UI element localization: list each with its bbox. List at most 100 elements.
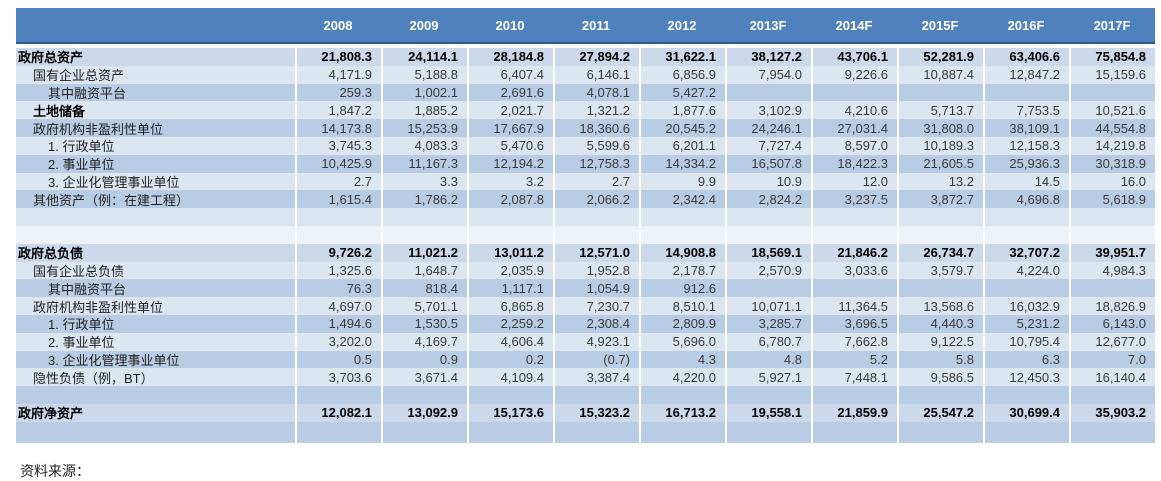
cell-value: 5,618.9 [1069, 190, 1155, 209]
cell-value: 6,856.9 [639, 65, 725, 84]
cell-value: 1,530.5 [381, 314, 467, 333]
table-row [16, 421, 1155, 443]
row-label: 国有企业总负债 [33, 263, 125, 279]
cell-value: 9,586.5 [897, 368, 983, 387]
cell-value: 1,615.4 [295, 190, 381, 209]
cell-value [467, 225, 553, 244]
row-label: 1. 行政单位 [48, 139, 115, 155]
cell-value: 16.0 [1069, 172, 1155, 191]
cell-value: 1,885.2 [381, 101, 467, 120]
cell-value: 1,325.6 [295, 261, 381, 280]
cell-value: 10,189.3 [897, 136, 983, 155]
cell-value [381, 225, 467, 244]
cell-value: 13,011.2 [467, 243, 553, 262]
cell-value: 3,696.5 [811, 314, 897, 333]
cell-value: 3,671.4 [381, 368, 467, 387]
row-label [16, 208, 295, 226]
row-label: 政府机构非盈利性单位 [33, 299, 164, 315]
column-header: 2014F [835, 17, 873, 33]
cell-value: 2.7 [553, 172, 639, 191]
cell-value: 0.2 [467, 350, 553, 369]
cell-value: 4,210.6 [811, 101, 897, 120]
cell-value: 1,877.6 [639, 101, 725, 120]
table-row: 2. 事业单位 10,425.9 11,167.3 12,194.2 12,758.3 1… [16, 154, 1155, 173]
cell-value [467, 421, 553, 443]
cell-value: 2,178.7 [639, 261, 725, 280]
cell-value: 10,071.1 [725, 297, 811, 315]
cell-value: 3,872.7 [897, 190, 983, 209]
cell-value: 7,448.1 [811, 368, 897, 387]
cell-value: 21,859.9 [811, 403, 897, 422]
cell-value: 63,406.6 [983, 48, 1069, 66]
cell-value: 19,558.1 [725, 403, 811, 422]
cell-value [467, 386, 553, 404]
cell-value [983, 386, 1069, 404]
cell-value: 6,146.1 [553, 65, 639, 84]
cell-value [1069, 208, 1155, 226]
cell-value: 16,032.9 [983, 297, 1069, 315]
column-header: 2013F [749, 17, 787, 33]
cell-value: 3,102.9 [725, 101, 811, 120]
cell-value: 9,726.2 [295, 243, 381, 262]
cell-value: 3,237.5 [811, 190, 897, 209]
cell-value: 2,809.9 [639, 314, 725, 333]
cell-value: 12,677.0 [1069, 332, 1155, 351]
cell-value: 4.3 [639, 350, 725, 369]
cell-value: 18,422.3 [811, 154, 897, 173]
cell-value: 43,706.1 [811, 48, 897, 66]
cell-value: 4,169.7 [381, 332, 467, 351]
cell-value [553, 386, 639, 404]
cell-value [725, 225, 811, 244]
cell-value: 3,387.4 [553, 368, 639, 387]
cell-value [1069, 279, 1155, 298]
row-label [16, 422, 295, 443]
row-label: 1. 行政单位 [48, 317, 115, 333]
cell-value: 7.0 [1069, 350, 1155, 369]
cell-value: 5,470.6 [467, 136, 553, 155]
cell-value: 10,887.4 [897, 65, 983, 84]
cell-value: 2,021.7 [467, 101, 553, 120]
cell-value: 5.2 [811, 350, 897, 369]
cell-value: 4,697.0 [295, 297, 381, 315]
cell-value [295, 208, 381, 226]
cell-value: 13,568.6 [897, 297, 983, 315]
cell-value: 1,952.8 [553, 261, 639, 280]
cell-value [381, 208, 467, 226]
cell-value: 2.7 [295, 172, 381, 191]
cell-value [983, 421, 1069, 443]
cell-value: 12.0 [811, 172, 897, 191]
cell-value: 12,082.1 [295, 403, 381, 422]
cell-value: 27,031.4 [811, 119, 897, 137]
row-label [16, 226, 295, 244]
cell-value: 12,847.2 [983, 65, 1069, 84]
cell-value: 11,021.2 [381, 243, 467, 262]
cell-value: 2,308.4 [553, 314, 639, 333]
cell-value [553, 421, 639, 443]
cell-value: 30,318.9 [1069, 154, 1155, 173]
row-label: 3. 企业化管理事业单位 [48, 352, 180, 368]
cell-value: 12,571.0 [553, 243, 639, 262]
cell-value: 7,727.4 [725, 136, 811, 155]
row-label: 政府净资产 [18, 406, 84, 422]
cell-value: 11,364.5 [811, 297, 897, 315]
row-label: 政府总负债 [18, 246, 84, 262]
cell-value: 5,701.1 [381, 297, 467, 315]
cell-value: 28,184.8 [467, 48, 553, 66]
cell-value [467, 208, 553, 226]
cell-value: 13,092.9 [381, 403, 467, 422]
cell-value [725, 421, 811, 443]
cell-value [983, 208, 1069, 226]
cell-value: 15,173.6 [467, 403, 553, 422]
row-label: 其他资产（例：在建工程） [33, 192, 190, 208]
cell-value: 10,425.9 [295, 154, 381, 173]
cell-value [381, 421, 467, 443]
row-label: 2. 事业单位 [48, 335, 115, 351]
table-header-row: 2008 2009 2010 2011 2012 2013F 2014F 2015F 2016F… [16, 8, 1155, 44]
cell-value: 4,440.3 [897, 314, 983, 333]
cell-value: 20,545.2 [639, 119, 725, 137]
cell-value [725, 386, 811, 404]
cell-value: 27,894.2 [553, 48, 639, 66]
cell-value: 7,230.7 [553, 297, 639, 315]
table-row: 其中融资平台 259.3 1,002.1 2,691.6 4,078.1 5,427.2 [16, 83, 1155, 102]
row-label: 土地储备 [33, 103, 86, 119]
